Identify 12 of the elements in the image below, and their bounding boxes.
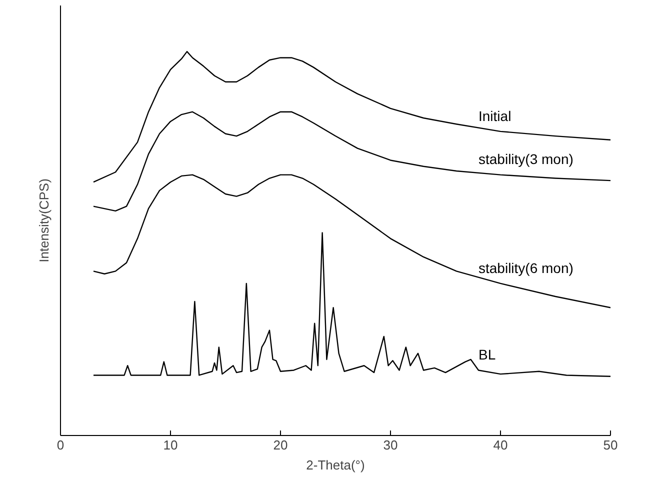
x-tick-label: 10 xyxy=(163,438,178,452)
x-tick-label: 30 xyxy=(383,438,398,452)
x-tick-label: 50 xyxy=(603,438,618,452)
y-axis-title: Intensity(CPS) xyxy=(36,178,52,262)
series-label: stability(3 mon) xyxy=(478,151,574,168)
x-tick-label: 0 xyxy=(56,438,64,452)
series-label: BL xyxy=(478,346,496,363)
x-axis-title: 2-Theta(°) xyxy=(306,458,365,472)
series-label: stability(6 mon) xyxy=(478,260,574,276)
x-tick-label: 40 xyxy=(493,438,508,452)
series-label: Initial xyxy=(478,108,512,124)
x-tick-label: 20 xyxy=(273,438,288,452)
